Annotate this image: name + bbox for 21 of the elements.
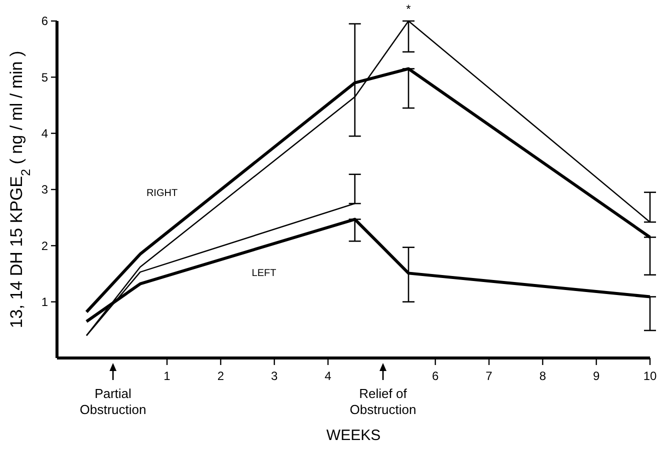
y-tick-label: 5 bbox=[41, 70, 48, 84]
y-tick-label: 1 bbox=[41, 295, 48, 310]
x-tick-label: 4 bbox=[324, 369, 332, 383]
annotation: LEFT bbox=[252, 268, 276, 279]
annotation: * bbox=[406, 2, 412, 16]
x-tick-label: 7 bbox=[486, 369, 493, 383]
y-tick-label: 3 bbox=[41, 182, 48, 197]
x-tick-label: 1 bbox=[164, 369, 171, 383]
y-tick-label: 2 bbox=[41, 238, 48, 253]
annotation: RIGHT bbox=[146, 188, 178, 199]
y-tick-label: 4 bbox=[41, 126, 48, 141]
x-axis-title: WEEKS bbox=[326, 427, 381, 444]
x-tick-label: 6 bbox=[432, 369, 439, 383]
x-tick-label: 9 bbox=[592, 369, 600, 383]
x-tick-label: 3 bbox=[271, 369, 278, 383]
text: Relief of Obstruction bbox=[350, 386, 416, 417]
x-tick-label: 2 bbox=[217, 369, 224, 383]
x-tick-label: 8 bbox=[539, 369, 546, 383]
y-tick-label: 6 bbox=[41, 14, 48, 28]
text: Partial Obstruction bbox=[80, 386, 146, 417]
x-tick-label: 10 bbox=[643, 369, 657, 383]
